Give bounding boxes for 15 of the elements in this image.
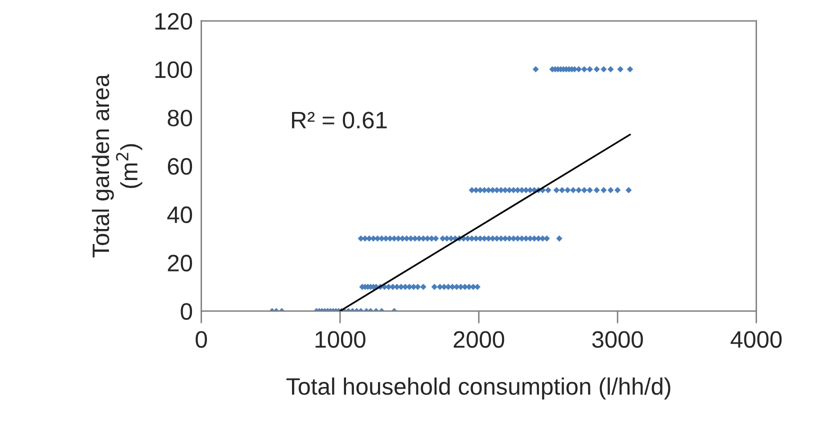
x-tick-label: 0 [196, 331, 207, 348]
y-tick-label: 0 [180, 303, 192, 320]
y-tick-label: 100 [155, 61, 192, 78]
y-tick-label: 40 [167, 206, 192, 224]
y-tick-label: 80 [168, 110, 192, 126]
y-tick-label: 60 [168, 158, 192, 175]
x-axis-title: Total household consumption (l/hh/d) [286, 378, 670, 400]
x-tick-label: 1000 [316, 331, 366, 348]
annotation: R² = 0.61 [292, 112, 387, 128]
x-tick-label: 3000 [592, 331, 643, 348]
y-axis-title: Total garden area (m$^{2}$) [92, 74, 142, 258]
x-tick-label: 4000 [730, 331, 782, 348]
y-tick-label: 120 [155, 12, 192, 30]
y-tick-label: 20 [168, 254, 192, 272]
x-tick-label: 2000 [454, 331, 504, 348]
